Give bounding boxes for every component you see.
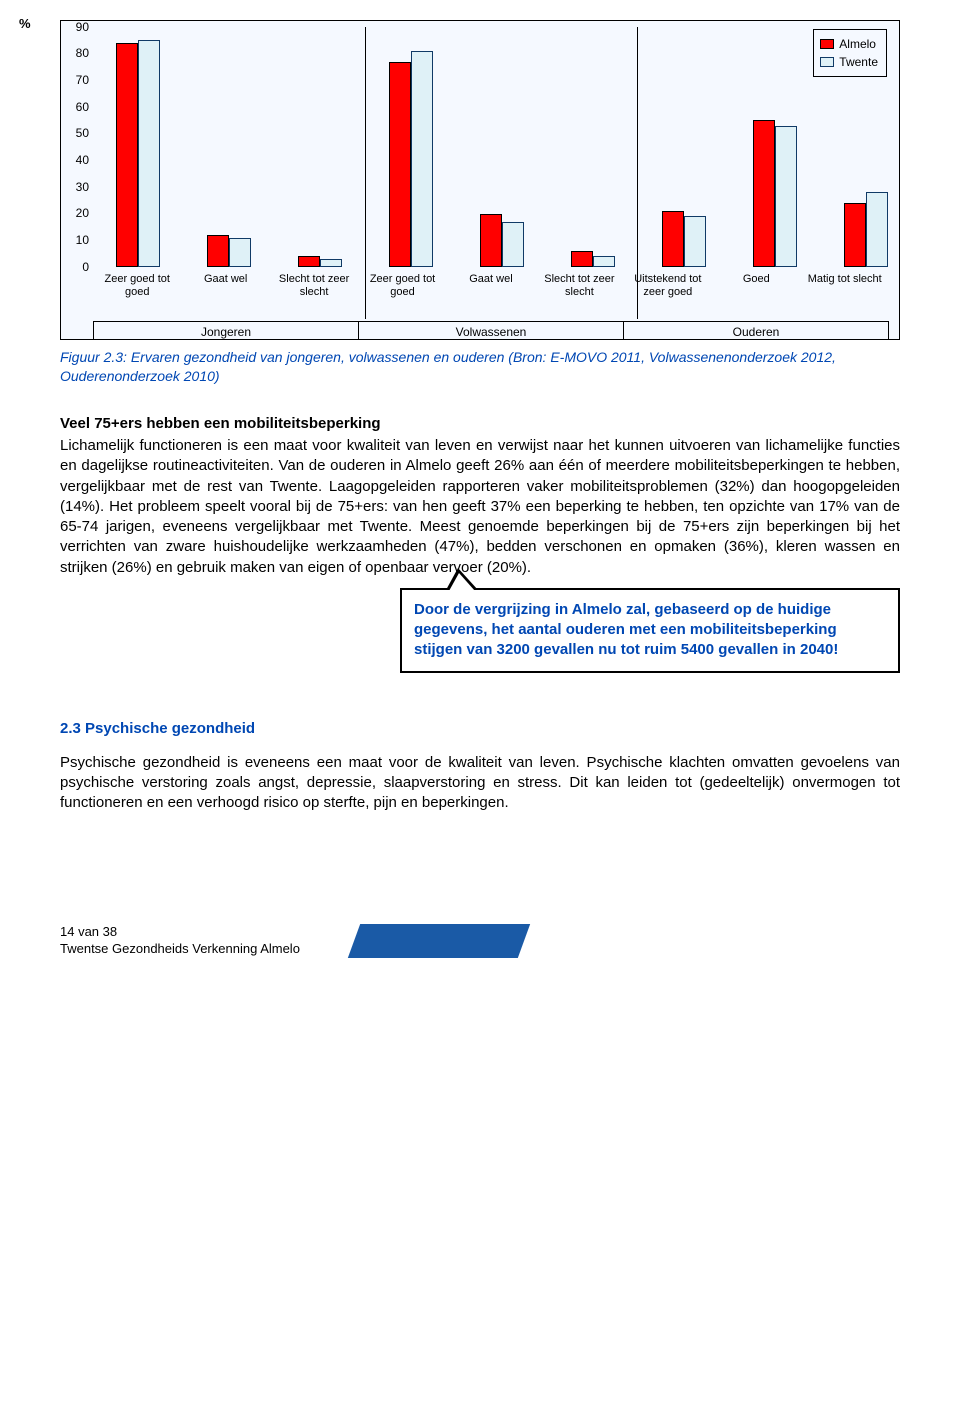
chart-category [457, 27, 548, 267]
chart-category [93, 27, 184, 267]
bar-almelo [844, 203, 866, 267]
x-label: Zeer goed tot goed [358, 271, 446, 321]
bar-twente [320, 259, 342, 267]
x-label: Matig tot slecht [801, 271, 889, 321]
bar-almelo [662, 211, 684, 267]
bar-almelo [571, 251, 593, 267]
callout-box: Door de vergrijzing in Almelo zal, gebas… [400, 588, 900, 673]
y-tick: 40 [76, 152, 89, 168]
bar-twente [411, 51, 433, 267]
chart-category [820, 27, 911, 267]
chart-category [275, 27, 366, 267]
bar-almelo [389, 62, 411, 267]
x-label: Slecht tot zeer slecht [270, 271, 358, 321]
bar-almelo [207, 235, 229, 267]
bar-twente [593, 256, 615, 267]
footer-pagenum: 14 van 38 [60, 924, 300, 941]
bar-almelo [298, 256, 320, 267]
y-tick: 30 [76, 179, 89, 195]
x-axis-labels: Zeer goed tot goedGaat welSlecht tot zee… [93, 271, 889, 321]
figure-caption: Figuur 2.3: Ervaren gezondheid van jonge… [60, 348, 900, 386]
x-label: Gaat wel [181, 271, 269, 321]
bar-almelo [753, 120, 775, 267]
x-label: Goed [712, 271, 800, 321]
y-tick: 80 [76, 46, 89, 62]
y-tick: 60 [76, 99, 89, 115]
y-tick: 90 [76, 19, 89, 35]
x-label: Zeer goed tot goed [93, 271, 181, 321]
health-chart: % Almelo Twente 0102030405060708090 Zeer… [60, 20, 900, 340]
x-label: Uitstekend tot zeer goed [624, 271, 712, 321]
footer-band [348, 924, 530, 958]
chart-category [547, 27, 638, 267]
heading-mobiliteit: Veel 75+ers hebben een mobiliteitsbeperk… [60, 414, 900, 434]
y-axis-label: % [19, 15, 31, 33]
paragraph-mobiliteit: Lichamelijk functioneren is een maat voo… [60, 436, 900, 578]
bar-almelo [480, 214, 502, 267]
chart-category [184, 27, 275, 267]
y-tick: 50 [76, 126, 89, 142]
bar-twente [775, 126, 797, 267]
bar-twente [684, 216, 706, 267]
chart-category [638, 27, 729, 267]
bar-twente [866, 192, 888, 267]
x-label: Slecht tot zeer slecht [535, 271, 623, 321]
bar-twente [502, 222, 524, 267]
x-group-label: Ouderen [624, 321, 889, 340]
bar-twente [138, 40, 160, 267]
page-footer: 14 van 38 Twentse Gezondheids Verkenning… [60, 924, 900, 958]
y-tick: 0 [82, 259, 89, 275]
section-2-3-title: 2.3 Psychische gezondheid [60, 719, 900, 739]
plot-area: 0102030405060708090 [93, 27, 911, 267]
y-tick: 20 [76, 206, 89, 222]
x-group-label: Volwassenen [359, 321, 624, 340]
chart-category [729, 27, 820, 267]
bar-almelo [116, 43, 138, 267]
footer-title: Twentse Gezondheids Verkenning Almelo [60, 941, 300, 958]
section-2-3-body: Psychische gezondheid is eveneens een ma… [60, 753, 900, 814]
y-tick: 70 [76, 72, 89, 88]
x-group-label: Jongeren [93, 321, 359, 340]
x-label: Gaat wel [447, 271, 535, 321]
bar-twente [229, 238, 251, 267]
x-axis-groups: JongerenVolwassenenOuderen [93, 321, 889, 340]
chart-category [366, 27, 457, 267]
y-tick: 10 [76, 232, 89, 248]
